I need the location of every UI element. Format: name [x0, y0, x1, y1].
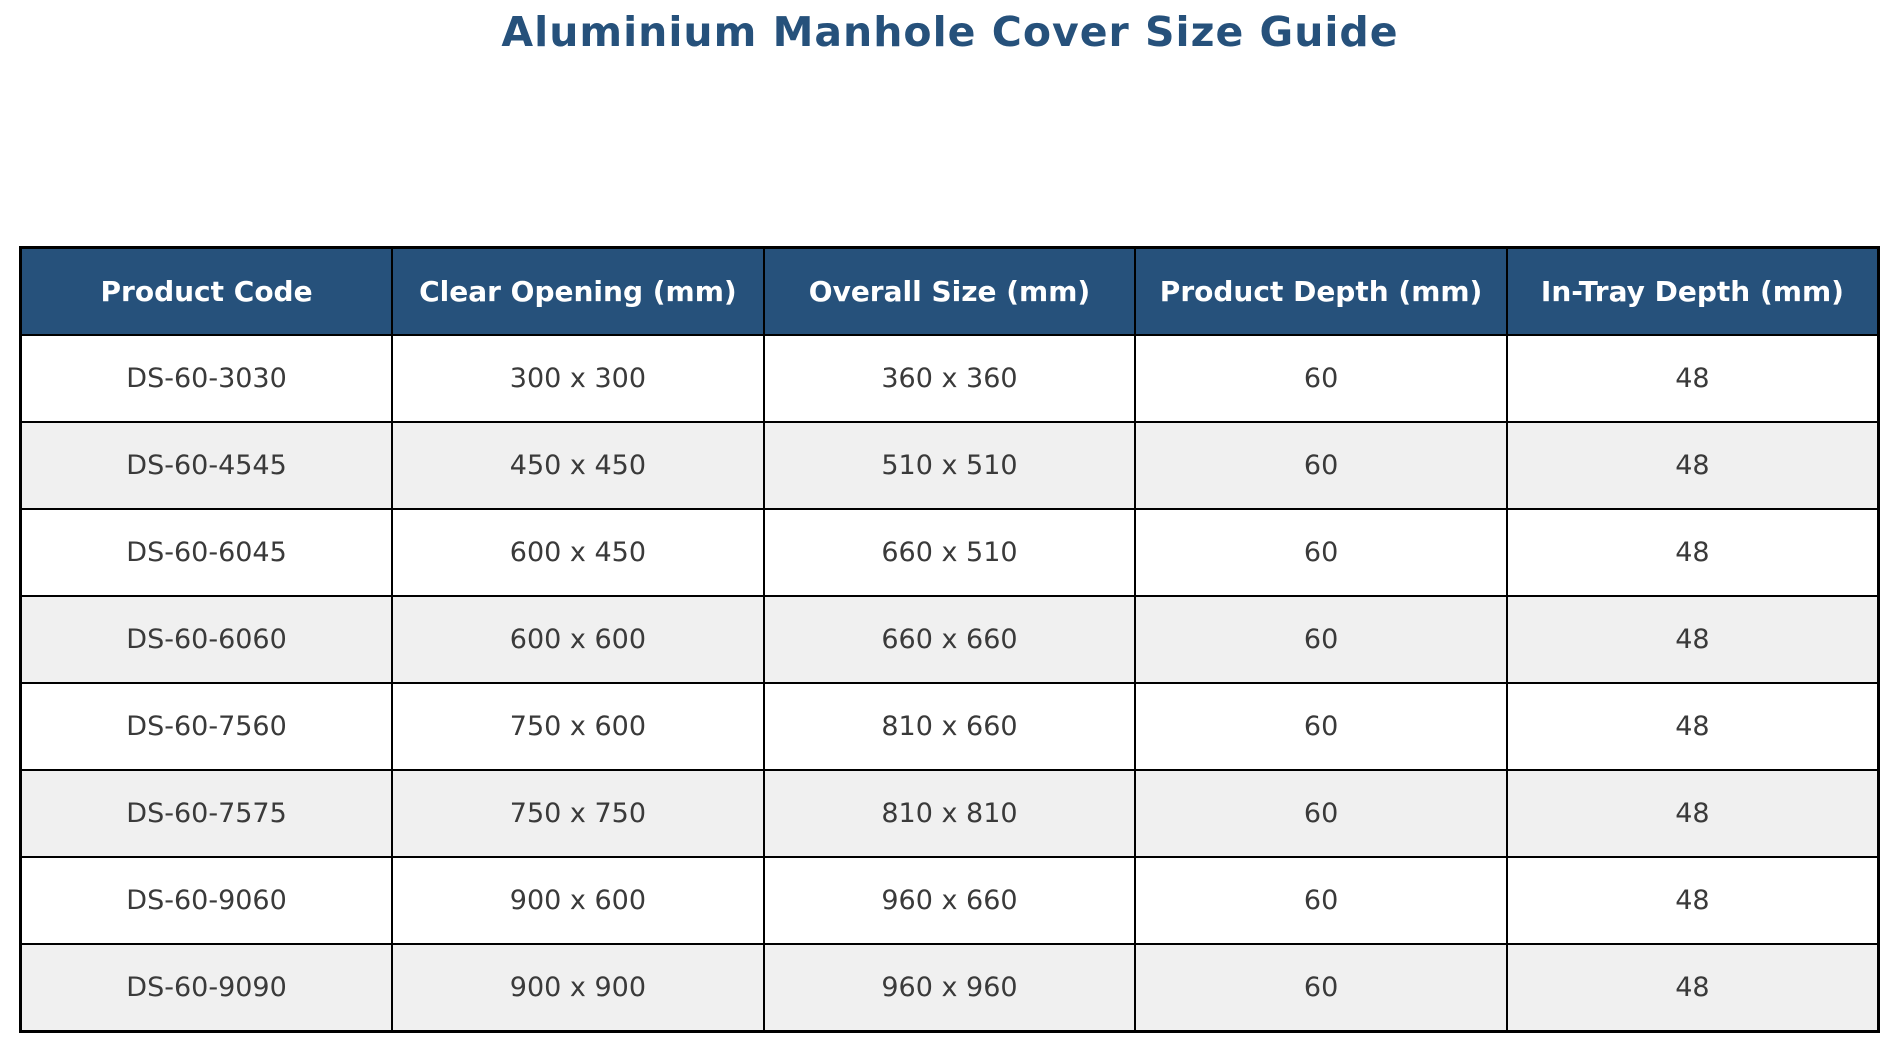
column-header-overall-size: Overall Size (mm): [762, 246, 1137, 336]
cell-overall-size: 810 x 660: [762, 682, 1137, 771]
cell-in-tray-depth: 48: [1505, 595, 1880, 684]
table-row: DS-60-6060 600 x 600 660 x 660 60 48: [19, 595, 1880, 684]
cell-overall-size: 960 x 960: [762, 943, 1137, 1033]
cell-in-tray-depth: 48: [1505, 769, 1880, 858]
cell-product-code: DS-60-4545: [19, 421, 394, 510]
cell-product-code: DS-60-3030: [19, 334, 394, 423]
cell-overall-size: 510 x 510: [762, 421, 1137, 510]
cell-clear-opening: 300 x 300: [391, 334, 765, 423]
cell-product-code: DS-60-9060: [19, 856, 394, 945]
cell-product-depth: 60: [1134, 595, 1508, 684]
cell-clear-opening: 900 x 600: [391, 856, 765, 945]
table-row: DS-60-9060 900 x 600 960 x 660 60 48: [19, 856, 1880, 945]
cell-overall-size: 960 x 660: [762, 856, 1137, 945]
cell-product-depth: 60: [1134, 682, 1508, 771]
table-row: DS-60-6045 600 x 450 660 x 510 60 48: [19, 508, 1880, 597]
cell-product-depth: 60: [1134, 334, 1508, 423]
size-guide-table: Product Code Clear Opening (mm) Overall …: [19, 246, 1880, 1033]
cell-clear-opening: 750 x 600: [391, 682, 765, 771]
cell-product-depth: 60: [1134, 856, 1508, 945]
table-row: DS-60-7560 750 x 600 810 x 660 60 48: [19, 682, 1880, 771]
cell-in-tray-depth: 48: [1505, 943, 1880, 1033]
table-header: Product Code Clear Opening (mm) Overall …: [19, 246, 1880, 336]
column-header-in-tray-depth: In-Tray Depth (mm): [1505, 246, 1880, 336]
table-body: DS-60-3030 300 x 300 360 x 360 60 48 DS-…: [19, 334, 1880, 1033]
cell-product-code: DS-60-9090: [19, 943, 394, 1033]
cell-product-code: DS-60-7560: [19, 682, 394, 771]
cell-in-tray-depth: 48: [1505, 856, 1880, 945]
cell-product-code: DS-60-7575: [19, 769, 394, 858]
cell-product-depth: 60: [1134, 943, 1508, 1033]
cell-product-depth: 60: [1134, 421, 1508, 510]
table-row: DS-60-4545 450 x 450 510 x 510 60 48: [19, 421, 1880, 510]
cell-product-code: DS-60-6060: [19, 595, 394, 684]
cell-overall-size: 660 x 660: [762, 595, 1137, 684]
cell-clear-opening: 750 x 750: [391, 769, 765, 858]
table-row: DS-60-3030 300 x 300 360 x 360 60 48: [19, 334, 1880, 423]
cell-product-depth: 60: [1134, 769, 1508, 858]
cell-overall-size: 660 x 510: [762, 508, 1137, 597]
column-header-product-depth: Product Depth (mm): [1134, 246, 1508, 336]
column-header-clear-opening: Clear Opening (mm): [391, 246, 765, 336]
table-row: DS-60-9090 900 x 900 960 x 960 60 48: [19, 943, 1880, 1033]
cell-clear-opening: 450 x 450: [391, 421, 765, 510]
cell-in-tray-depth: 48: [1505, 421, 1880, 510]
column-header-product-code: Product Code: [19, 246, 394, 336]
cell-overall-size: 360 x 360: [762, 334, 1137, 423]
cell-clear-opening: 600 x 600: [391, 595, 765, 684]
cell-product-depth: 60: [1134, 508, 1508, 597]
cell-clear-opening: 900 x 900: [391, 943, 765, 1033]
cell-overall-size: 810 x 810: [762, 769, 1137, 858]
header-row: Product Code Clear Opening (mm) Overall …: [19, 246, 1880, 336]
cell-product-code: DS-60-6045: [19, 508, 394, 597]
cell-in-tray-depth: 48: [1505, 508, 1880, 597]
cell-in-tray-depth: 48: [1505, 334, 1880, 423]
page-title: Aluminium Manhole Cover Size Guide: [501, 8, 1399, 56]
cell-clear-opening: 600 x 450: [391, 508, 765, 597]
cell-in-tray-depth: 48: [1505, 682, 1880, 771]
table-row: DS-60-7575 750 x 750 810 x 810 60 48: [19, 769, 1880, 858]
